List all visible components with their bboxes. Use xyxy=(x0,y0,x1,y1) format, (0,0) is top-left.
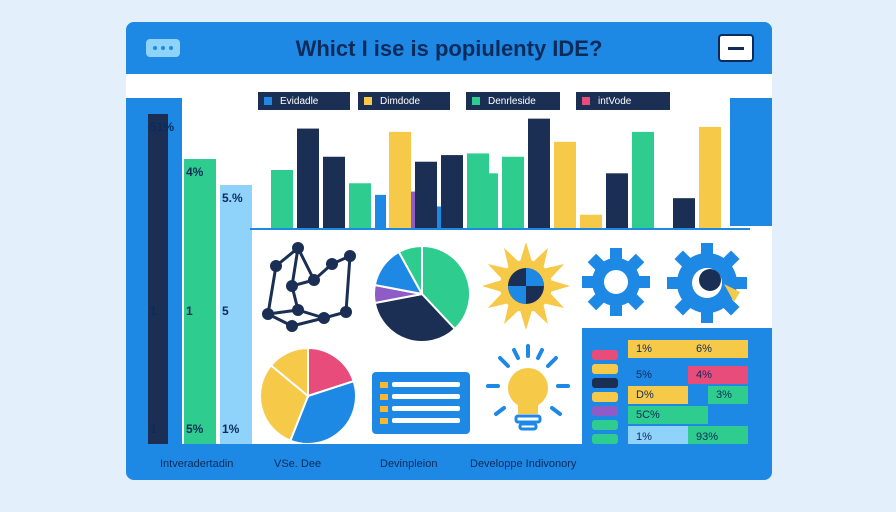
stats-cell: 5% xyxy=(628,366,688,384)
legend-swatch xyxy=(472,97,480,105)
bar xyxy=(441,155,463,228)
page-title: Whict I ise is popiulenty IDE? xyxy=(295,36,603,61)
stats-cell: D% xyxy=(628,386,688,404)
pie-slice xyxy=(259,363,310,442)
gear-icon xyxy=(667,243,747,323)
bottom-label-4: Developpe Indivonory xyxy=(470,458,577,470)
bar xyxy=(323,156,345,228)
legend-entry: Evidadle xyxy=(258,92,350,110)
divider xyxy=(250,228,750,230)
pie-chart-2 xyxy=(259,346,357,445)
bar xyxy=(580,214,602,228)
legend-label: intVode xyxy=(598,95,632,107)
bar xyxy=(673,198,695,228)
pie-slice xyxy=(269,346,309,399)
grouped-bar-chart xyxy=(271,118,721,228)
legend-label: Denrleside xyxy=(488,95,536,107)
legend-swatch xyxy=(582,97,590,105)
stats-swatch xyxy=(592,350,618,360)
bottom-label-3: Devinpleion xyxy=(380,458,438,470)
left-bar-bottom-label: 1 xyxy=(150,422,157,436)
bottom-strip xyxy=(126,444,772,480)
bar xyxy=(554,141,576,228)
left-bar-top-label: 4% xyxy=(186,165,204,180)
lightbulb-icon xyxy=(486,344,570,431)
left-bar xyxy=(220,185,252,444)
left-bar-mid-label: 1 xyxy=(150,304,157,318)
legend-swatch xyxy=(364,97,372,105)
left-bar xyxy=(148,114,168,444)
stats-cell: 1% xyxy=(628,426,688,448)
title-bar: Whict I ise is popiulenty IDE? xyxy=(126,22,772,74)
stats-cell: 93% xyxy=(688,426,748,448)
left-bar-top-label: 51% xyxy=(150,120,175,134)
legend-swatch xyxy=(264,97,272,105)
bar xyxy=(699,126,721,228)
legend-entry: Denrleside xyxy=(466,92,560,110)
left-bar-bottom-label: 5% xyxy=(186,422,204,436)
legend-label: Dimdode xyxy=(380,95,421,107)
left-bar-bottom-label: 1% xyxy=(222,422,240,436)
bar xyxy=(528,118,550,228)
bar xyxy=(375,194,386,228)
left-bar-mid-label: 1 xyxy=(186,304,193,318)
left-bar-mid-label: 5 xyxy=(222,304,229,318)
left-bar-top-label: 5.% xyxy=(222,191,243,206)
bar xyxy=(476,173,498,228)
stats-swatch xyxy=(592,378,618,388)
legend-label: Evidadle xyxy=(280,95,319,107)
minimize-icon[interactable] xyxy=(718,34,754,62)
bar xyxy=(271,170,293,228)
stats-cell: 4% xyxy=(688,366,748,384)
bar xyxy=(632,131,654,228)
legend-entry: Dimdode xyxy=(358,92,450,110)
gear-icon xyxy=(582,248,650,316)
side-panel xyxy=(730,98,772,226)
app-window: Whict I ise is popiulenty IDE? Evidadle D… xyxy=(126,22,772,480)
pie-slice xyxy=(289,379,357,445)
list-icon xyxy=(372,372,470,434)
stats-swatch xyxy=(592,364,618,374)
bar xyxy=(349,183,371,228)
stats-cell: 5C% xyxy=(628,406,708,424)
bar xyxy=(389,131,411,228)
stats-swatch xyxy=(592,420,618,430)
stats-swatch xyxy=(592,406,618,416)
stats-cell: 1% xyxy=(628,340,688,358)
dots-icon[interactable] xyxy=(146,39,180,57)
bar xyxy=(297,128,319,228)
stats-cell: 3% xyxy=(708,386,748,404)
pie-slice xyxy=(421,244,471,331)
pie-slice xyxy=(373,292,457,343)
bar xyxy=(606,173,628,228)
stats-swatch xyxy=(592,434,618,444)
sun-icon xyxy=(482,242,570,330)
pie-chart-1 xyxy=(373,244,471,343)
bar xyxy=(502,156,524,228)
stats-cell: 6% xyxy=(688,340,748,358)
stats-swatch xyxy=(592,392,618,402)
network-icon xyxy=(262,242,356,332)
bar xyxy=(415,161,437,228)
legend-entry: intVode xyxy=(576,92,670,110)
pie-slice xyxy=(397,244,423,295)
bar xyxy=(435,206,446,228)
left-bar xyxy=(184,159,216,444)
bottom-label-2: VSe. Dee xyxy=(274,458,322,470)
bottom-label-1: Intveradertadin xyxy=(160,458,234,470)
